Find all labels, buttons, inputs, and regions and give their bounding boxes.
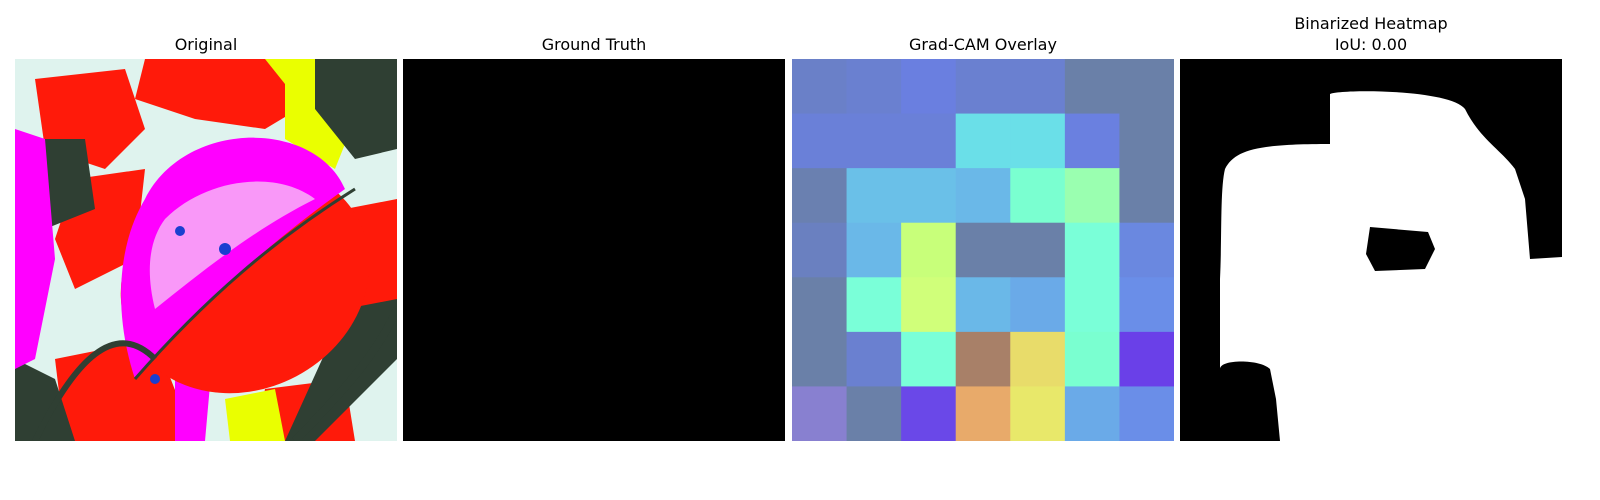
original-image [15, 59, 397, 441]
gradcam-cell [846, 331, 902, 387]
gradcam-cell [1010, 59, 1066, 115]
gradcam-cell [1064, 59, 1120, 115]
gradcam-overlay [792, 59, 1174, 441]
gradcam-cell [1119, 113, 1174, 169]
gradcam-cell [1010, 331, 1066, 387]
panel-ground-truth: Ground Truth [403, 0, 785, 500]
gradcam-cell [792, 331, 848, 387]
gradcam-cell [955, 331, 1011, 387]
gradcam-cell [901, 386, 957, 441]
gradcam-cell [1010, 113, 1066, 169]
gradcam-cell [955, 59, 1011, 115]
gradcam-cell [1119, 277, 1174, 333]
binarized-heatmap [1180, 59, 1562, 441]
iou-label: IoU: 0.00 [1334, 35, 1408, 54]
gradcam-cell [1119, 59, 1174, 115]
gradcam-cell [1010, 222, 1066, 278]
gradcam-cell [1064, 331, 1120, 387]
gradcam-cell [901, 222, 957, 278]
gradcam-cell [846, 386, 902, 441]
gradcam-cell [1064, 277, 1120, 333]
panel-gradcam: Grad-CAM Overlay [792, 0, 1174, 500]
gradcam-cell [955, 168, 1011, 224]
gradcam-cell [901, 277, 957, 333]
gradcam-cell [1064, 222, 1120, 278]
panel-title-line1: Binarized Heatmap [1294, 14, 1448, 33]
gradcam-cell [1010, 277, 1066, 333]
gradcam-cell [846, 59, 902, 115]
gradcam-cell [1119, 386, 1174, 441]
panel-title: Binarized Heatmap IoU: 0.00 [1180, 13, 1562, 55]
gradcam-cell [901, 59, 957, 115]
gradcam-cell [1064, 168, 1120, 224]
gradcam-cell [1064, 386, 1120, 441]
panel-binarized: Binarized Heatmap IoU: 0.00 [1180, 0, 1562, 500]
gradcam-cell [901, 113, 957, 169]
gradcam-cell [955, 386, 1011, 441]
panel-original: Original [15, 0, 397, 500]
gradcam-cell [955, 222, 1011, 278]
gradcam-cell [1119, 331, 1174, 387]
gradcam-cell [901, 168, 957, 224]
gradcam-cell [792, 168, 848, 224]
panel-title: Ground Truth [541, 35, 647, 54]
gradcam-cell [792, 277, 848, 333]
gradcam-cell [846, 113, 902, 169]
gradcam-cell [1010, 386, 1066, 441]
gradcam-cell [846, 222, 902, 278]
gradcam-cell [792, 222, 848, 278]
gradcam-cell [792, 386, 848, 441]
panel-title: Grad-CAM Overlay [909, 35, 1057, 54]
gradcam-cell [901, 331, 957, 387]
ground-truth-mask [403, 59, 785, 441]
gradcam-cell [792, 113, 848, 169]
gradcam-cell [955, 277, 1011, 333]
gradcam-cell [846, 277, 902, 333]
panel-title: Original [174, 35, 238, 54]
gradcam-cell [1119, 168, 1174, 224]
gradcam-cell [1064, 113, 1120, 169]
gradcam-cell [792, 59, 848, 115]
gradcam-cell [1010, 168, 1066, 224]
gradcam-cell [955, 113, 1011, 169]
gradcam-cell [1119, 222, 1174, 278]
gradcam-cell [846, 168, 902, 224]
